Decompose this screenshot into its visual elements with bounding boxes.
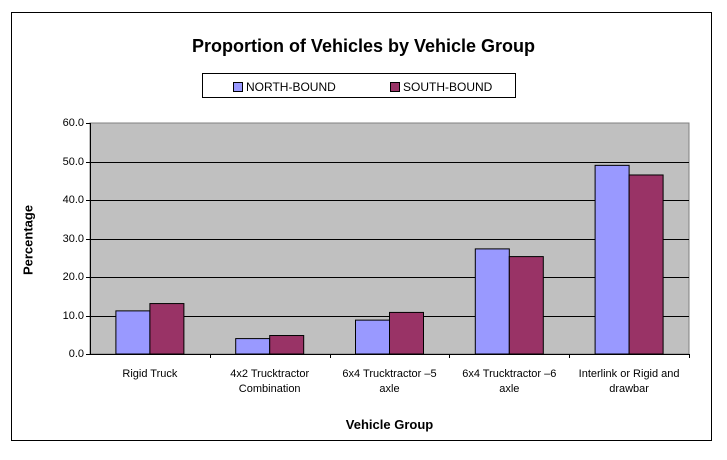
x-category-label-line: Interlink or Rigid and	[578, 368, 680, 380]
y-tick-label: 50.0	[62, 155, 84, 168]
chart-legend: NORTH-BOUND SOUTH-BOUND	[202, 73, 516, 98]
x-category-label: Interlink or Rigid and drawbar	[570, 367, 688, 397]
x-category-label-line: Combination	[238, 383, 301, 395]
bar-north	[474, 248, 510, 355]
bar-south	[508, 256, 544, 355]
bar-north	[235, 338, 271, 355]
x-category-label-line: axle	[499, 383, 520, 395]
legend-item-north: NORTH-BOUND	[233, 80, 336, 94]
x-category-label: 6x4 Trucktractor –6 axle	[450, 367, 568, 397]
x-category-label: Rigid Truck	[91, 367, 209, 382]
legend-label-south: SOUTH-BOUND	[403, 80, 493, 94]
x-category-label: 4x2 Trucktractor Combination	[211, 367, 329, 397]
bar-south	[389, 311, 424, 355]
x-category-label-line: 6x4 Trucktractor –5	[342, 368, 437, 380]
bar-south	[149, 303, 185, 355]
bar-south	[628, 174, 664, 355]
bar-north	[355, 319, 390, 355]
bar-south	[269, 335, 305, 355]
legend-label-north: NORTH-BOUND	[246, 80, 336, 94]
y-tick-label: 20.0	[62, 270, 84, 283]
legend-swatch-north	[233, 82, 243, 92]
y-tick-label: 0.0	[68, 347, 84, 360]
y-tick-label: 60.0	[62, 116, 84, 129]
legend-item-south: SOUTH-BOUND	[390, 80, 492, 94]
y-tick-label: 40.0	[62, 193, 84, 206]
x-category-label-line: 4x2 Trucktractor	[230, 368, 310, 380]
bar-north	[115, 310, 151, 355]
x-category-label-line: Rigid Truck	[122, 368, 178, 380]
x-axis-title: Vehicle Group	[345, 417, 434, 432]
bar-north	[594, 164, 630, 355]
x-category-label: 6x4 Trucktractor –5 axle	[331, 367, 449, 397]
x-category-label-line: 6x4 Trucktractor –6	[462, 368, 557, 380]
y-axis-title: Percentage	[20, 204, 36, 276]
y-tick-label: 30.0	[62, 232, 84, 245]
legend-swatch-south	[390, 82, 400, 92]
y-tick-label: 10.0	[62, 309, 84, 322]
chart-title: Proportion of Vehicles by Vehicle Group	[191, 36, 536, 56]
x-category-label-line: axle	[379, 383, 400, 395]
x-category-label-line: drawbar	[609, 383, 649, 395]
